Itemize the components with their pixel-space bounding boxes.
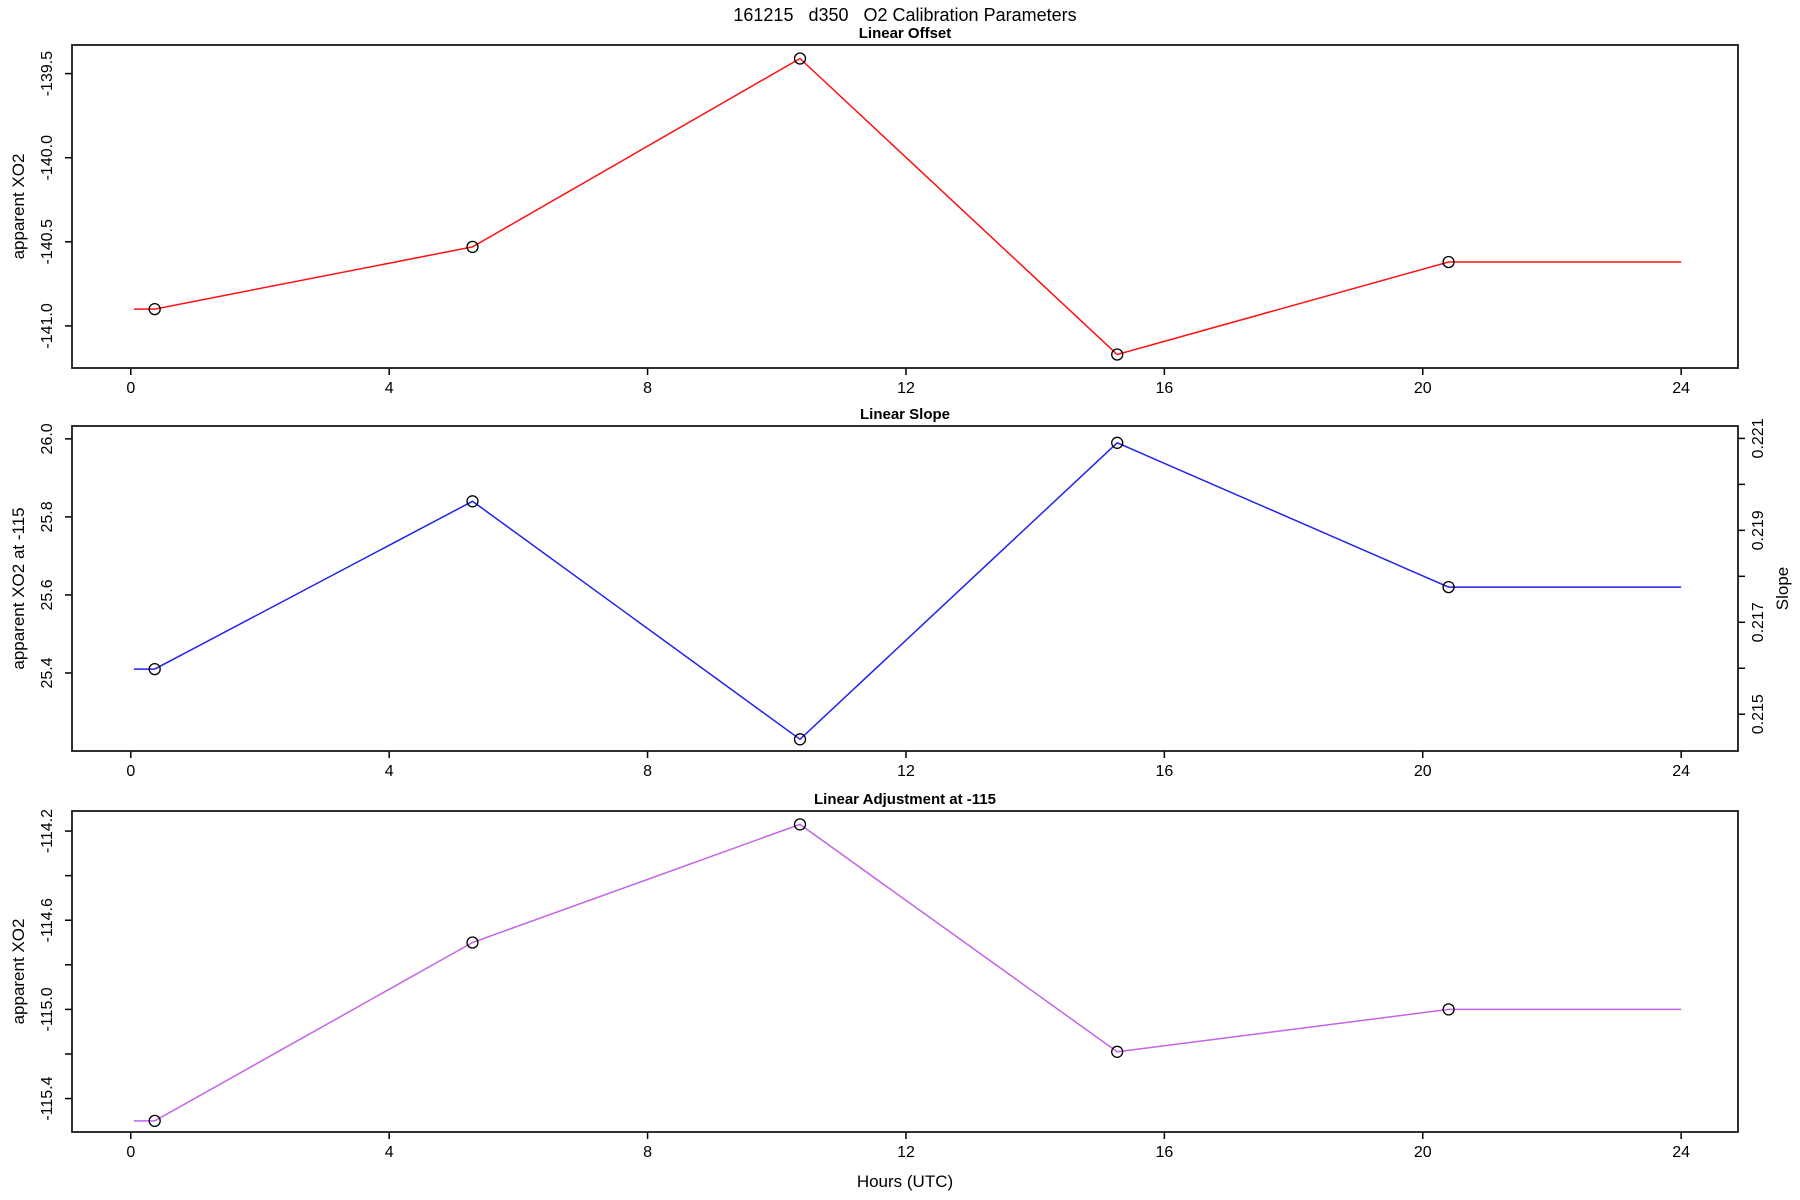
x-tick-label: 20 xyxy=(1414,1144,1432,1161)
x-tick-label: 20 xyxy=(1414,380,1432,397)
y-tick-label: -115.0 xyxy=(39,987,56,1031)
data-point xyxy=(466,936,479,949)
x-tick-label: 12 xyxy=(897,763,915,780)
main-title: 161215 d350 O2 Calibration Parameters xyxy=(733,5,1076,25)
right-y-tick-label: 0.215 xyxy=(1750,694,1767,734)
data-point xyxy=(1442,580,1455,594)
data-point xyxy=(1442,1003,1455,1016)
panel-2: Linear Slope 0 4 8 12 16 20 24 25.4 25.6 25.8 26.0 a… xyxy=(9,406,1792,780)
x-tick-label: 24 xyxy=(1672,380,1690,397)
y-tick-label: 26.0 xyxy=(39,423,56,454)
x-tick-label: 24 xyxy=(1672,1144,1690,1161)
data-point xyxy=(1111,348,1124,361)
right-y-tick-label: 0.219 xyxy=(1750,510,1767,550)
panel-3: Linear Adjustment at -115 0 4 8 12 16 20 24 -115… xyxy=(9,791,1739,1191)
y-tick-label: 25.8 xyxy=(39,501,56,532)
x-tick-label: 12 xyxy=(897,1144,915,1161)
data-point xyxy=(1442,255,1455,269)
x-tick-label: 12 xyxy=(897,380,915,397)
panel-title: Linear Adjustment at -115 xyxy=(814,791,996,808)
data-point xyxy=(1111,1045,1124,1058)
x-tick-label: 0 xyxy=(126,380,135,397)
y-axis-label: apparent XO2 at -115 xyxy=(9,507,28,669)
panel-border xyxy=(71,44,1739,369)
x-tick-label: 16 xyxy=(1155,763,1173,780)
data-point xyxy=(793,733,807,746)
series-line xyxy=(134,441,1682,741)
y-axis-label: apparent XO2 xyxy=(9,919,28,1025)
data-point xyxy=(793,818,807,831)
right-y-axis-label: Slope xyxy=(1773,567,1792,610)
x-tick-label: 4 xyxy=(385,1144,394,1161)
x-tick-label: 8 xyxy=(643,763,652,780)
panel-border xyxy=(71,425,1739,752)
data-point xyxy=(148,662,161,676)
series-line xyxy=(134,57,1682,356)
right-y-tick-label: 0.217 xyxy=(1750,602,1767,642)
y-tick-label: -114.6 xyxy=(39,898,56,942)
panel-border xyxy=(71,810,1739,1133)
x-axis-title: Hours (UTC) xyxy=(857,1172,953,1191)
x-tick-label: 24 xyxy=(1672,763,1690,780)
x-tick-label: 20 xyxy=(1414,763,1432,780)
x-tick-label: 16 xyxy=(1155,380,1173,397)
data-point xyxy=(466,495,479,508)
panel-title: Linear Offset xyxy=(859,25,952,42)
y-tick-label: -115.4 xyxy=(39,1076,56,1120)
right-y-tick-label: 0.221 xyxy=(1750,418,1767,458)
y-tick-label: -114.2 xyxy=(39,809,56,853)
data-point xyxy=(466,240,479,254)
panel-1: Linear Offset 0 4 8 12 16 20 24 -141.0 -140.5 -140… xyxy=(9,25,1739,397)
x-tick-label: 8 xyxy=(643,380,652,397)
y-tick-label: 25.4 xyxy=(39,657,56,688)
x-tick-label: 16 xyxy=(1155,1144,1173,1161)
data-point xyxy=(793,52,807,65)
y-axis-label: apparent XO2 xyxy=(9,154,28,260)
x-tick-label: 4 xyxy=(385,380,394,397)
series-line xyxy=(134,823,1682,1122)
panel-title: Linear Slope xyxy=(860,406,950,423)
data-point xyxy=(1111,436,1124,449)
x-tick-label: 8 xyxy=(643,1144,652,1161)
y-tick-label: 25.6 xyxy=(39,579,56,610)
x-tick-label: 4 xyxy=(385,763,394,780)
y-tick-label: -139.5 xyxy=(39,51,56,96)
y-tick-label: -140.5 xyxy=(39,219,56,264)
y-tick-label: -140.0 xyxy=(39,135,56,180)
x-tick-label: 0 xyxy=(126,1144,135,1161)
x-tick-label: 0 xyxy=(126,763,135,780)
data-point xyxy=(148,302,161,316)
y-tick-label: -141.0 xyxy=(39,303,56,348)
data-point xyxy=(148,1114,161,1128)
